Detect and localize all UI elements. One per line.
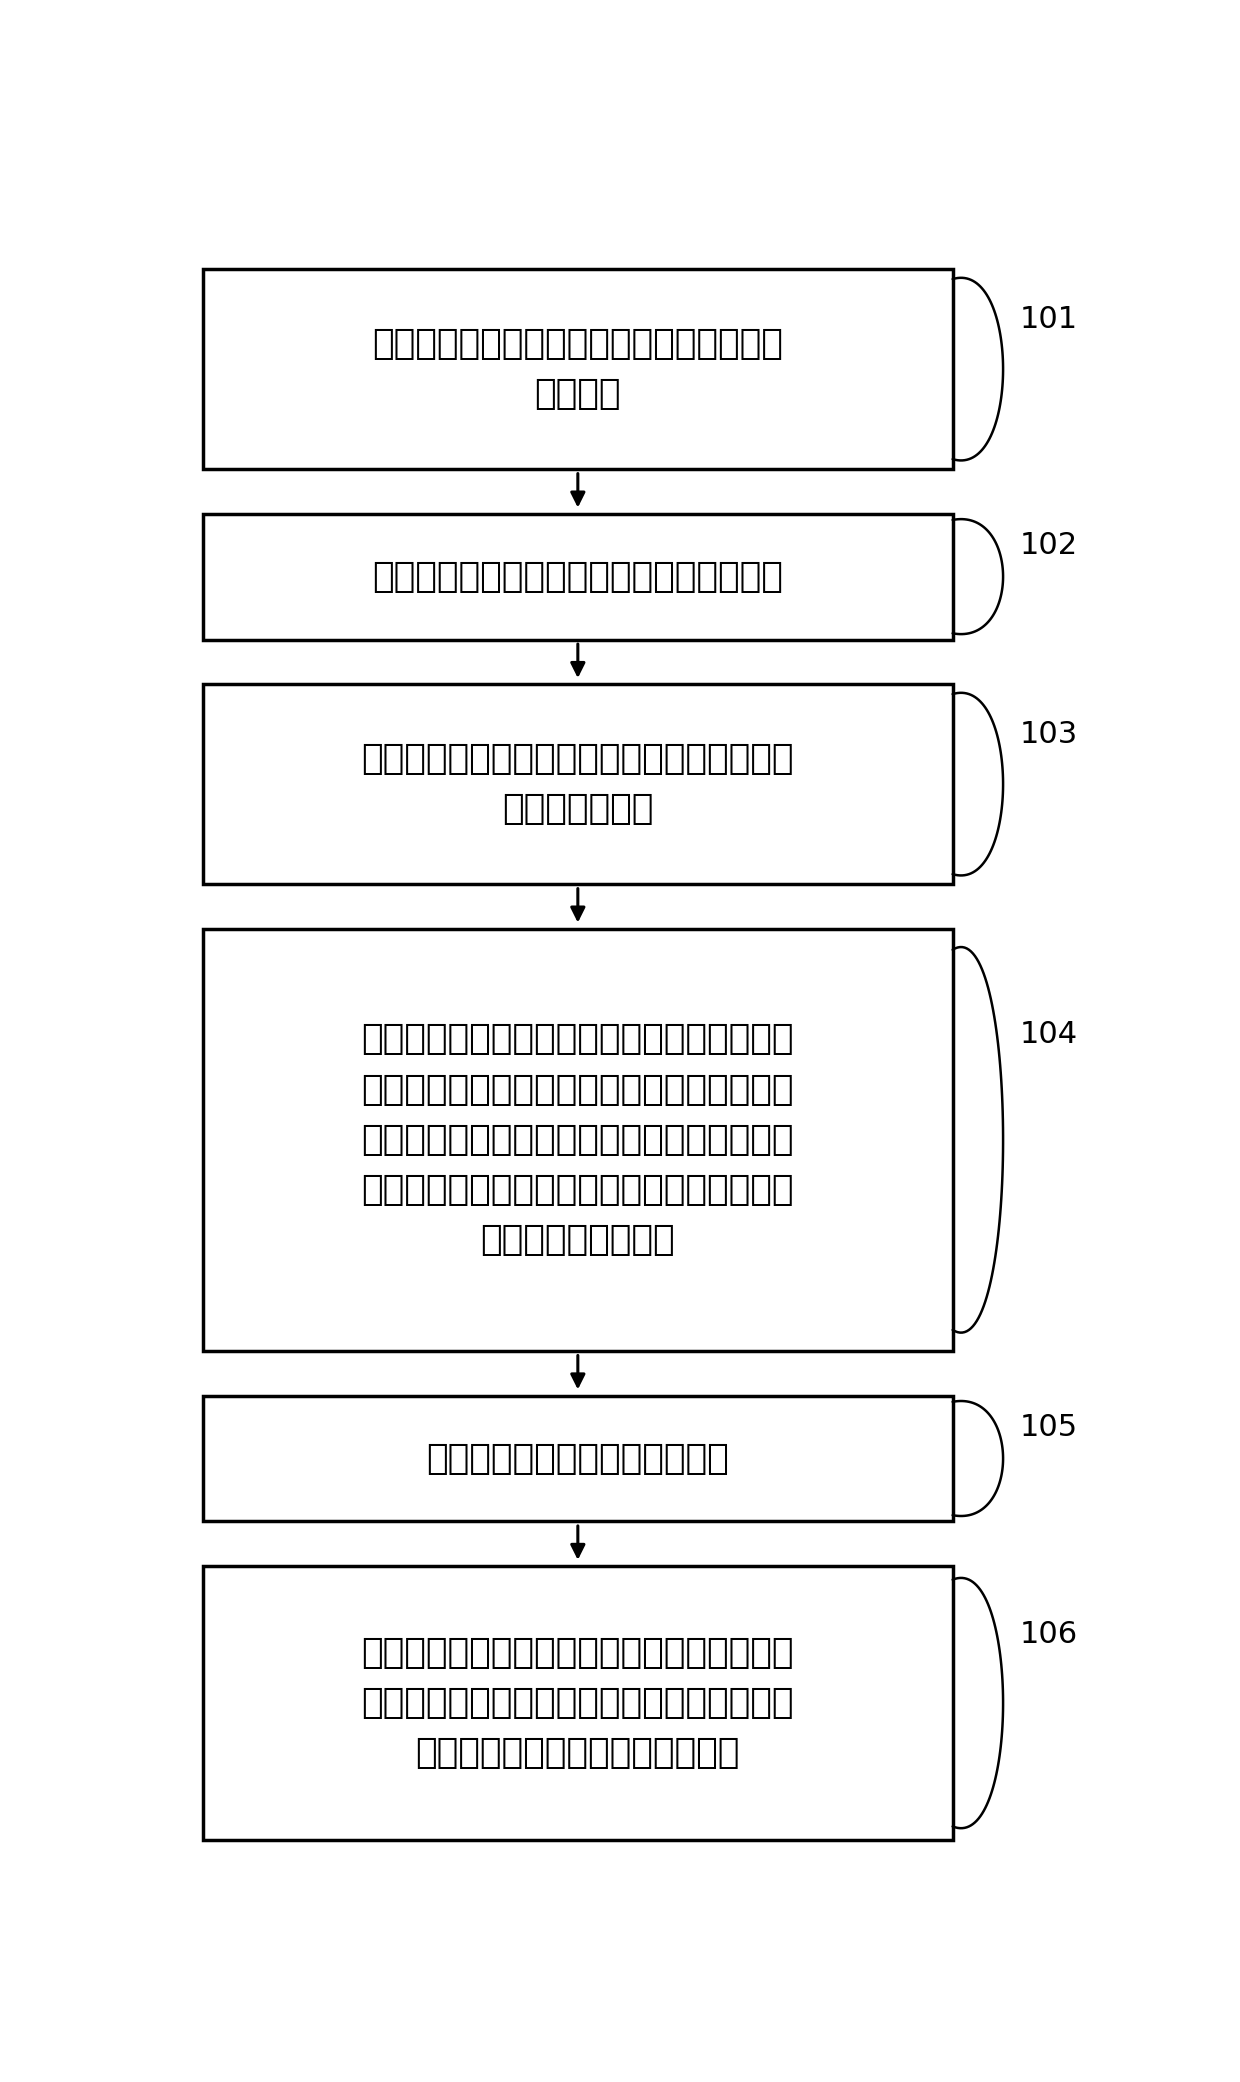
Bar (203, 269, 952, 468)
Text: 获取所述机床模型的第二坐标系: 获取所述机床模型的第二坐标系 (427, 1441, 729, 1476)
Text: 获取所述第一采样区域对应的第一云数据集: 获取所述第一采样区域对应的第一云数据集 (372, 560, 784, 593)
Text: 在三维毛坯工件的表面确定预设数量的第一
采样区域: 在三维毛坯工件的表面确定预设数量的第一 采样区域 (372, 327, 784, 412)
Text: 102: 102 (1019, 531, 1078, 560)
Text: 105: 105 (1019, 1412, 1078, 1441)
Bar (203, 685, 952, 885)
Text: 获取三维模型，所述三维模型包括安装有工件
模型的机床模型: 获取三维模型，所述三维模型包括安装有工件 模型的机床模型 (362, 741, 794, 827)
Text: 根据所述第一坐标系、所述第二坐标系以及所
述工件模型，生成加工路径，然后对安装在所
述机床上的三维毛坯工件进行加工: 根据所述第一坐标系、所述第二坐标系以及所 述工件模型，生成加工路径，然后对安装在… (362, 1636, 794, 1770)
Bar (203, 1566, 952, 1840)
Bar (203, 1395, 952, 1522)
Text: 104: 104 (1019, 1020, 1078, 1049)
Text: 106: 106 (1019, 1620, 1078, 1649)
Bar (203, 514, 952, 639)
Text: 通过所述第一云数据集与所述工件模型中第一
目标区域的模型数据集的匹配，得到所述工件
模型的第一坐标系，所述第一目标区域的定位
信息包括所述工件模型中对应所述第一: 通过所述第一云数据集与所述工件模型中第一 目标区域的模型数据集的匹配，得到所述工… (362, 1022, 794, 1258)
Text: 101: 101 (1019, 304, 1078, 333)
Bar (203, 929, 952, 1351)
Text: 103: 103 (1019, 720, 1078, 750)
